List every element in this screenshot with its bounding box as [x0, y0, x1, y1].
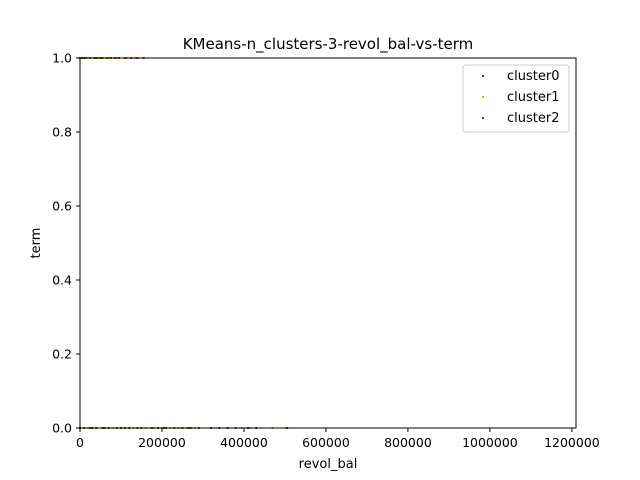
- legend-box: [462, 64, 570, 133]
- x-tick-label: 400000: [220, 435, 268, 450]
- y-axis: 0.0 0.2 0.4 0.6 0.8 1.0: [52, 51, 80, 436]
- chart-title: KMeans-n_clusters-3-revol_bal-vs-term: [183, 35, 474, 54]
- x-axis: 0 200000 400000 600000 800000 1000000 1200000: [76, 428, 600, 450]
- legend-marker-cluster1: [482, 96, 484, 98]
- y-tick-label: 0.2: [52, 347, 72, 362]
- y-tick-label: 0.0: [52, 421, 72, 436]
- legend-label-cluster0: cluster0: [507, 69, 559, 84]
- legend-marker-cluster0: [482, 75, 484, 77]
- legend-label-cluster1: cluster1: [507, 90, 559, 105]
- x-tick-label: 600000: [302, 435, 350, 450]
- y-axis-label: term: [29, 228, 44, 259]
- plot-frame: [79, 57, 577, 429]
- x-tick-label: 1000000: [462, 435, 518, 450]
- legend-label-cluster2: cluster2: [507, 111, 559, 126]
- legend: cluster0 cluster1 cluster2: [462, 64, 570, 133]
- x-tick-label: 1200000: [544, 435, 600, 450]
- x-axis-label: revol_bal: [299, 457, 358, 472]
- legend-marker-cluster2: [482, 117, 484, 119]
- x-tick-label: 800000: [384, 435, 432, 450]
- x-tick-label: 200000: [138, 435, 186, 450]
- y-tick-label: 0.8: [52, 125, 72, 140]
- y-tick-label: 1.0: [52, 51, 72, 66]
- y-tick-label: 0.6: [52, 199, 72, 214]
- y-tick-label: 0.4: [52, 273, 72, 288]
- x-tick-label: 0: [76, 435, 84, 450]
